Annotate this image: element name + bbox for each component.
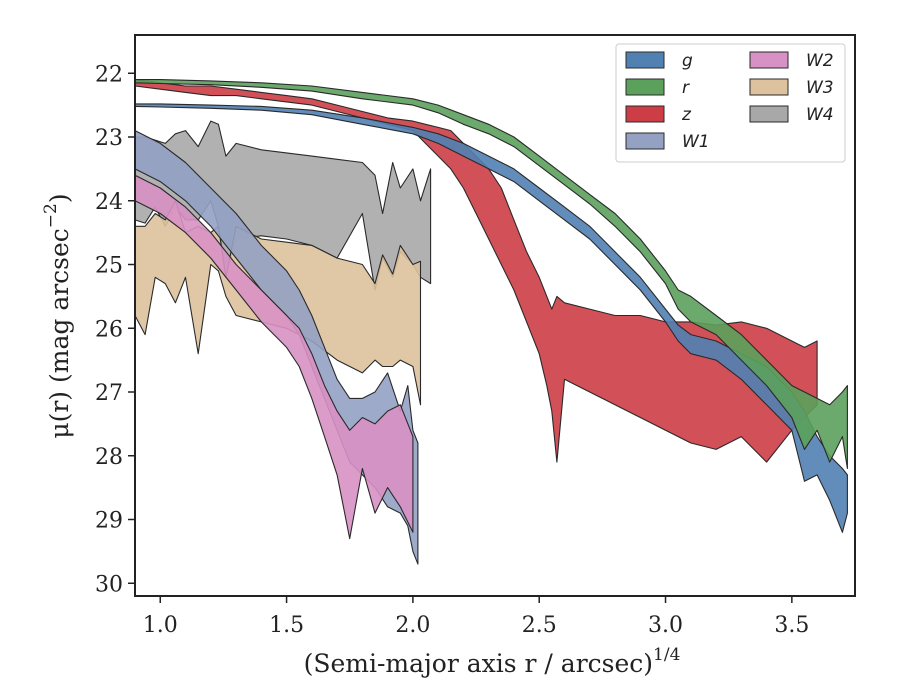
y-tick-label: 23: [95, 126, 123, 151]
series-layer: [134, 79, 848, 565]
y-axis-label-close: ): [45, 193, 74, 203]
legend-swatch-w2: [749, 51, 789, 69]
x-tick-label: 2.0: [395, 613, 430, 638]
x-tick-label: 2.5: [522, 613, 557, 638]
y-axis-label: μ(r) (mag arcsec−2): [41, 193, 74, 438]
y-tick-label: 29: [95, 509, 123, 534]
y-axis-label-exponent: −2: [41, 203, 61, 228]
x-axis-label: (Semi-major axis r / arcsec)1/4: [304, 645, 681, 678]
legend-swatch-r: [625, 78, 665, 96]
legend-label-r: r: [682, 78, 690, 98]
y-tick-label: 25: [95, 254, 123, 279]
legend-swatch-w3: [749, 78, 789, 96]
legend-label-z: z: [681, 105, 692, 125]
legend-swatch-w1: [625, 132, 665, 150]
legend-label-w4: W4: [806, 105, 834, 125]
legend-label-w3: W3: [806, 78, 834, 98]
x-tick-label: 1.5: [269, 613, 304, 638]
legend-label-w2: W2: [806, 51, 834, 71]
x-tick-label: 1.0: [143, 613, 178, 638]
x-tick-label: 3.5: [774, 613, 809, 638]
legend-box: [615, 43, 846, 163]
x-axis-label-text: (Semi-major axis r / arcsec): [304, 649, 653, 678]
legend-swatch-g: [625, 51, 665, 69]
legend-swatch-z: [625, 105, 665, 123]
legend: grz W1 W2 W3 W4: [615, 43, 846, 163]
x-tick-label: 3.0: [648, 613, 683, 638]
y-tick-label: 24: [95, 190, 123, 215]
axes-layer: 1.0 1.5 2.0 2.5 3.0 3.5 22 23 24 25 26 27 28 29 30: [95, 34, 856, 638]
y-tick-label: 26: [95, 317, 123, 342]
plot-frame: [134, 34, 856, 597]
series-band-g: [134, 103, 848, 533]
y-tick-label: 27: [95, 381, 123, 406]
series-band-r: [134, 79, 848, 470]
x-axis-label-exponent: 1/4: [653, 645, 680, 665]
y-tick-label: 22: [95, 62, 123, 87]
y-tick-label: 30: [95, 572, 123, 597]
legend-label-w1: W1: [682, 132, 710, 152]
legend-swatch-w4: [749, 105, 789, 123]
series-band-w2: [134, 174, 414, 540]
y-axis-label-text: μ(r) (mag arcsec: [45, 228, 74, 438]
legend-label-g: g: [682, 51, 693, 71]
y-tick-label: 28: [95, 445, 123, 470]
